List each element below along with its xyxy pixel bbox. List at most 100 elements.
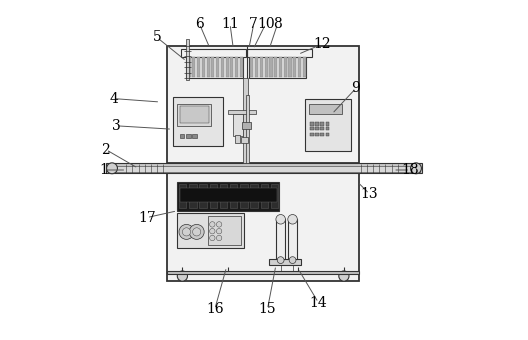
Bar xyxy=(279,57,282,77)
Text: 18: 18 xyxy=(401,163,419,177)
Circle shape xyxy=(339,271,349,281)
Circle shape xyxy=(182,228,191,236)
Bar xyxy=(284,57,287,77)
Circle shape xyxy=(216,228,222,234)
Text: 15: 15 xyxy=(259,302,276,317)
Bar xyxy=(177,182,279,211)
Text: 4: 4 xyxy=(109,91,118,106)
Bar xyxy=(261,184,268,208)
Circle shape xyxy=(210,222,215,227)
Text: 14: 14 xyxy=(309,295,327,310)
Bar xyxy=(202,57,205,77)
Circle shape xyxy=(107,163,117,174)
Bar xyxy=(320,133,324,136)
Bar xyxy=(260,57,263,77)
Bar xyxy=(303,57,306,77)
Bar xyxy=(180,134,184,138)
Bar xyxy=(192,134,196,138)
Text: 3: 3 xyxy=(112,119,120,133)
Circle shape xyxy=(411,163,421,174)
Bar xyxy=(326,127,329,130)
Bar xyxy=(233,114,243,136)
Bar xyxy=(326,122,329,126)
Bar xyxy=(189,184,196,208)
Bar xyxy=(235,57,238,77)
Bar xyxy=(167,46,359,280)
Text: 1: 1 xyxy=(100,163,109,177)
Bar xyxy=(240,184,248,208)
Circle shape xyxy=(193,228,201,236)
Bar xyxy=(274,57,277,77)
Bar xyxy=(293,57,296,77)
Circle shape xyxy=(216,222,222,227)
Bar xyxy=(315,133,319,136)
Text: 8: 8 xyxy=(273,17,282,31)
Bar xyxy=(180,106,209,123)
Bar xyxy=(320,127,324,130)
Text: 17: 17 xyxy=(138,210,156,225)
Bar xyxy=(197,57,200,77)
Circle shape xyxy=(277,257,284,264)
Bar xyxy=(288,57,291,77)
Bar xyxy=(235,135,240,143)
Bar xyxy=(298,57,301,77)
Bar xyxy=(173,97,223,146)
Bar xyxy=(310,122,314,126)
Bar xyxy=(265,57,268,77)
Bar xyxy=(288,219,297,260)
Bar xyxy=(276,219,286,260)
Bar xyxy=(206,57,210,77)
Bar xyxy=(106,163,422,173)
Bar xyxy=(208,216,241,245)
Bar xyxy=(269,57,272,77)
Bar xyxy=(221,57,224,77)
Bar xyxy=(310,133,314,136)
Bar xyxy=(247,95,249,163)
Bar xyxy=(186,134,191,138)
Circle shape xyxy=(288,215,297,224)
Bar xyxy=(240,57,243,77)
Text: 10: 10 xyxy=(257,17,275,31)
Bar xyxy=(247,49,312,57)
Bar xyxy=(192,57,195,77)
Text: 5: 5 xyxy=(153,30,161,45)
Text: 9: 9 xyxy=(352,81,360,96)
Bar xyxy=(108,166,420,172)
Bar xyxy=(249,56,306,78)
Bar xyxy=(228,110,256,114)
Bar xyxy=(167,271,359,274)
Circle shape xyxy=(189,224,204,239)
Bar xyxy=(242,122,251,129)
Text: 2: 2 xyxy=(101,142,110,157)
Bar xyxy=(216,57,219,77)
Text: 11: 11 xyxy=(221,17,239,31)
Text: 12: 12 xyxy=(313,37,331,51)
Bar xyxy=(177,104,211,126)
Bar xyxy=(211,57,214,77)
Circle shape xyxy=(177,271,187,281)
Bar xyxy=(180,188,277,202)
Bar xyxy=(320,122,324,126)
Bar xyxy=(200,184,207,208)
Bar xyxy=(241,137,248,143)
Circle shape xyxy=(179,224,194,239)
Bar xyxy=(250,184,258,208)
Bar xyxy=(225,57,229,77)
Bar xyxy=(181,49,246,57)
Circle shape xyxy=(276,215,286,224)
Bar xyxy=(271,184,278,208)
Bar xyxy=(326,133,329,136)
Circle shape xyxy=(210,228,215,234)
Text: 7: 7 xyxy=(249,17,258,31)
Bar xyxy=(255,57,258,77)
Bar xyxy=(305,99,351,151)
Bar xyxy=(269,259,301,265)
Bar xyxy=(177,212,243,248)
Bar xyxy=(187,57,191,77)
Circle shape xyxy=(289,257,296,264)
Text: 6: 6 xyxy=(195,17,204,31)
Bar xyxy=(230,57,233,77)
Bar xyxy=(230,184,238,208)
Bar xyxy=(210,184,217,208)
Circle shape xyxy=(216,235,222,241)
